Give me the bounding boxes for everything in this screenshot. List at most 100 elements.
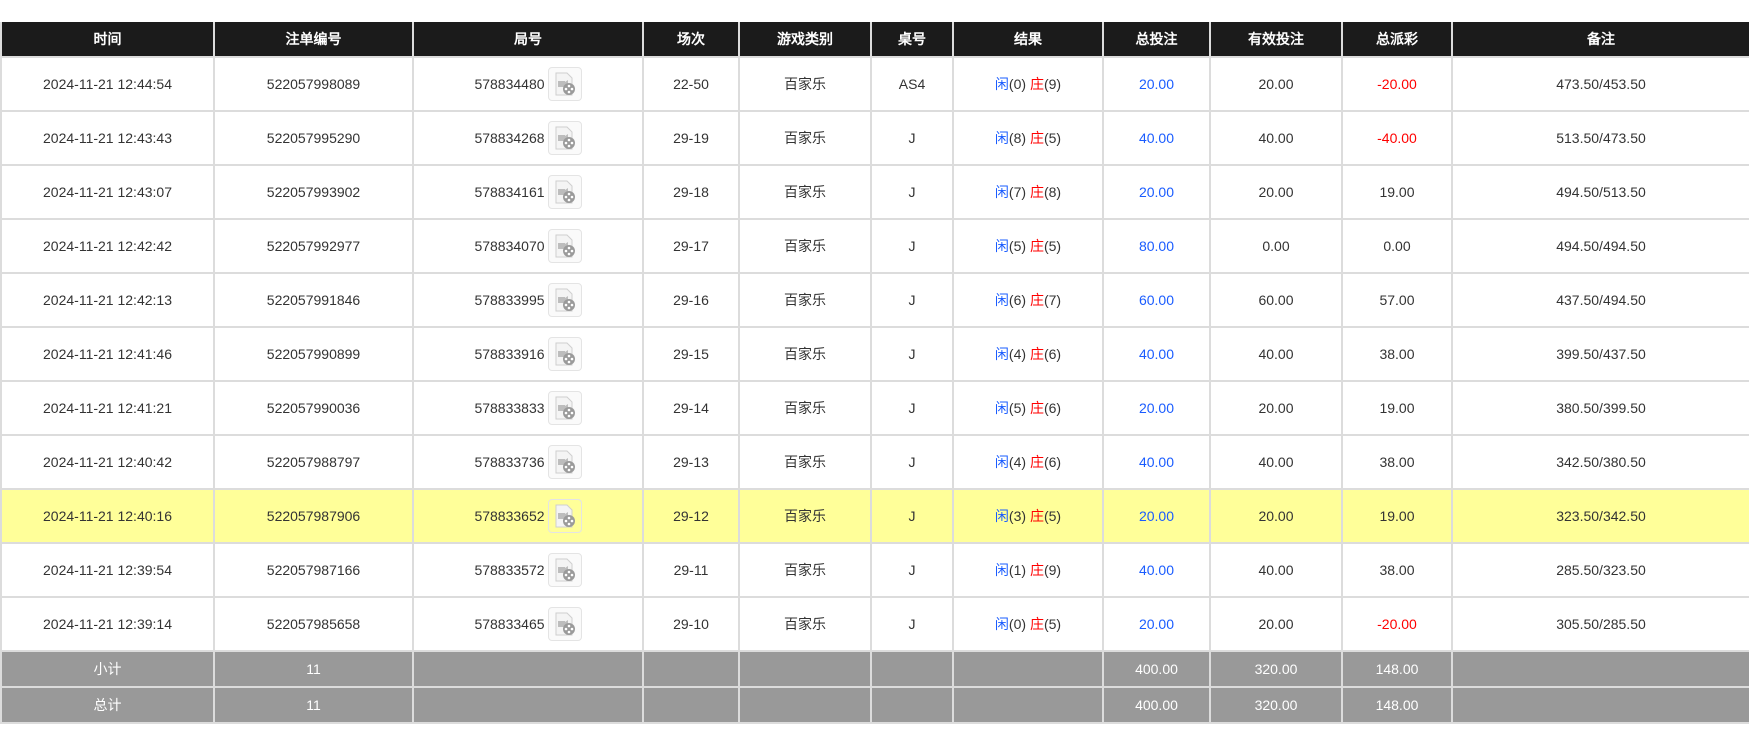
video-replay-icon[interactable] — [547, 229, 582, 263]
game-type-cell: 百家乐 — [738, 218, 872, 274]
empty-cell — [1451, 686, 1749, 724]
video-replay-icon[interactable] — [547, 337, 582, 371]
empty-cell — [870, 650, 954, 688]
subtotal-count: 11 — [213, 650, 414, 688]
table-number-cell: J — [870, 218, 954, 274]
round-number: 578833572 — [474, 562, 545, 578]
header-valid-bet: 有效投注 — [1209, 22, 1343, 58]
note-cell: 342.50/380.50 — [1451, 434, 1749, 490]
round-number-cell: 578834268 — [412, 110, 644, 166]
round-number: 578833736 — [474, 454, 545, 470]
player-score: (5) — [1008, 238, 1027, 254]
player-label: 闲 — [994, 346, 1009, 362]
note-cell: 323.50/342.50 — [1451, 488, 1749, 544]
video-replay-icon[interactable] — [547, 121, 582, 155]
time-cell: 2024-11-21 12:43:07 — [0, 164, 215, 220]
player-score: (1) — [1008, 562, 1027, 578]
header-time: 时间 — [0, 22, 215, 58]
player-label: 闲 — [994, 292, 1009, 308]
player-score: (5) — [1008, 400, 1027, 416]
table-row: 2024-11-21 12:40:42 522057988797 5788337… — [0, 434, 1749, 490]
game-type-cell: 百家乐 — [738, 434, 872, 490]
total-bet-cell: 80.00 — [1102, 218, 1211, 274]
time-cell: 2024-11-21 12:43:43 — [0, 110, 215, 166]
order-number-cell: 522057991846 — [213, 272, 414, 328]
round-number-cell: 578833652 — [412, 488, 644, 544]
video-replay-icon[interactable] — [547, 499, 582, 533]
session-cell: 29-17 — [642, 218, 740, 274]
video-replay-icon[interactable] — [547, 445, 582, 479]
empty-cell — [870, 686, 954, 724]
player-score: (0) — [1008, 616, 1027, 632]
video-replay-icon[interactable] — [547, 607, 582, 641]
banker-label: 庄 — [1029, 454, 1044, 470]
session-cell: 29-12 — [642, 488, 740, 544]
player-label: 闲 — [994, 184, 1009, 200]
session-cell: 29-10 — [642, 596, 740, 652]
table-row: 2024-11-21 12:41:21 522057990036 5788338… — [0, 380, 1749, 436]
table-row: 2024-11-21 12:42:13 522057991846 5788339… — [0, 272, 1749, 328]
round-number: 578834268 — [474, 130, 545, 146]
payout-cell: -20.00 — [1341, 596, 1453, 652]
note-cell: 437.50/494.50 — [1451, 272, 1749, 328]
header-total-bet: 总投注 — [1102, 22, 1211, 58]
valid-bet-cell: 20.00 — [1209, 596, 1343, 652]
time-cell: 2024-11-21 12:40:42 — [0, 434, 215, 490]
banker-label: 庄 — [1029, 508, 1044, 524]
empty-cell — [952, 686, 1104, 724]
subtotal-valid: 320.00 — [1209, 650, 1343, 688]
banker-score: (5) — [1043, 130, 1062, 146]
session-cell: 29-15 — [642, 326, 740, 382]
time-cell: 2024-11-21 12:42:13 — [0, 272, 215, 328]
bet-records-table: 时间 注单编号 局号 场次 游戏类别 桌号 结果 总投注 有效投注 总派彩 备注… — [0, 22, 1749, 724]
round-number-cell: 578833572 — [412, 542, 644, 598]
payout-cell: 19.00 — [1341, 380, 1453, 436]
round-number-cell: 578833736 — [412, 434, 644, 490]
total-bet-cell: 20.00 — [1102, 56, 1211, 112]
video-replay-icon[interactable] — [547, 283, 582, 317]
valid-bet-cell: 40.00 — [1209, 542, 1343, 598]
valid-bet-cell: 20.00 — [1209, 380, 1343, 436]
banker-score: (9) — [1043, 562, 1062, 578]
player-label: 闲 — [994, 616, 1009, 632]
banker-score: (5) — [1043, 616, 1062, 632]
round-number-cell: 578833833 — [412, 380, 644, 436]
banker-label: 庄 — [1029, 400, 1044, 416]
banker-label: 庄 — [1029, 238, 1044, 254]
player-score: (8) — [1008, 130, 1027, 146]
empty-cell — [642, 686, 740, 724]
video-replay-icon[interactable] — [547, 553, 582, 587]
result-cell: 闲(0) 庄(9) — [952, 56, 1104, 112]
note-cell: 494.50/513.50 — [1451, 164, 1749, 220]
result-cell: 闲(6) 庄(7) — [952, 272, 1104, 328]
video-replay-icon[interactable] — [547, 391, 582, 425]
banker-label: 庄 — [1029, 130, 1044, 146]
payout-cell: 57.00 — [1341, 272, 1453, 328]
result-cell: 闲(3) 庄(5) — [952, 488, 1104, 544]
total-bet-cell: 20.00 — [1102, 488, 1211, 544]
order-number-cell: 522057995290 — [213, 110, 414, 166]
player-score: (0) — [1008, 76, 1027, 92]
game-type-cell: 百家乐 — [738, 380, 872, 436]
player-label: 闲 — [994, 76, 1009, 92]
time-cell: 2024-11-21 12:41:21 — [0, 380, 215, 436]
time-cell: 2024-11-21 12:39:54 — [0, 542, 215, 598]
round-number-cell: 578833465 — [412, 596, 644, 652]
result-cell: 闲(1) 庄(9) — [952, 542, 1104, 598]
round-number: 578833995 — [474, 292, 545, 308]
header-total-payout: 总派彩 — [1341, 22, 1453, 58]
video-replay-icon[interactable] — [547, 67, 582, 101]
banker-label: 庄 — [1029, 292, 1044, 308]
table-row: 2024-11-21 12:43:07 522057993902 5788341… — [0, 164, 1749, 220]
round-number: 578834161 — [474, 184, 545, 200]
game-type-cell: 百家乐 — [738, 326, 872, 382]
session-cell: 29-19 — [642, 110, 740, 166]
player-score: (3) — [1008, 508, 1027, 524]
note-cell: 494.50/494.50 — [1451, 218, 1749, 274]
result-cell: 闲(4) 庄(6) — [952, 434, 1104, 490]
valid-bet-cell: 0.00 — [1209, 218, 1343, 274]
video-replay-icon[interactable] — [547, 175, 582, 209]
note-cell: 473.50/453.50 — [1451, 56, 1749, 112]
note-cell: 305.50/285.50 — [1451, 596, 1749, 652]
player-label: 闲 — [994, 454, 1009, 470]
